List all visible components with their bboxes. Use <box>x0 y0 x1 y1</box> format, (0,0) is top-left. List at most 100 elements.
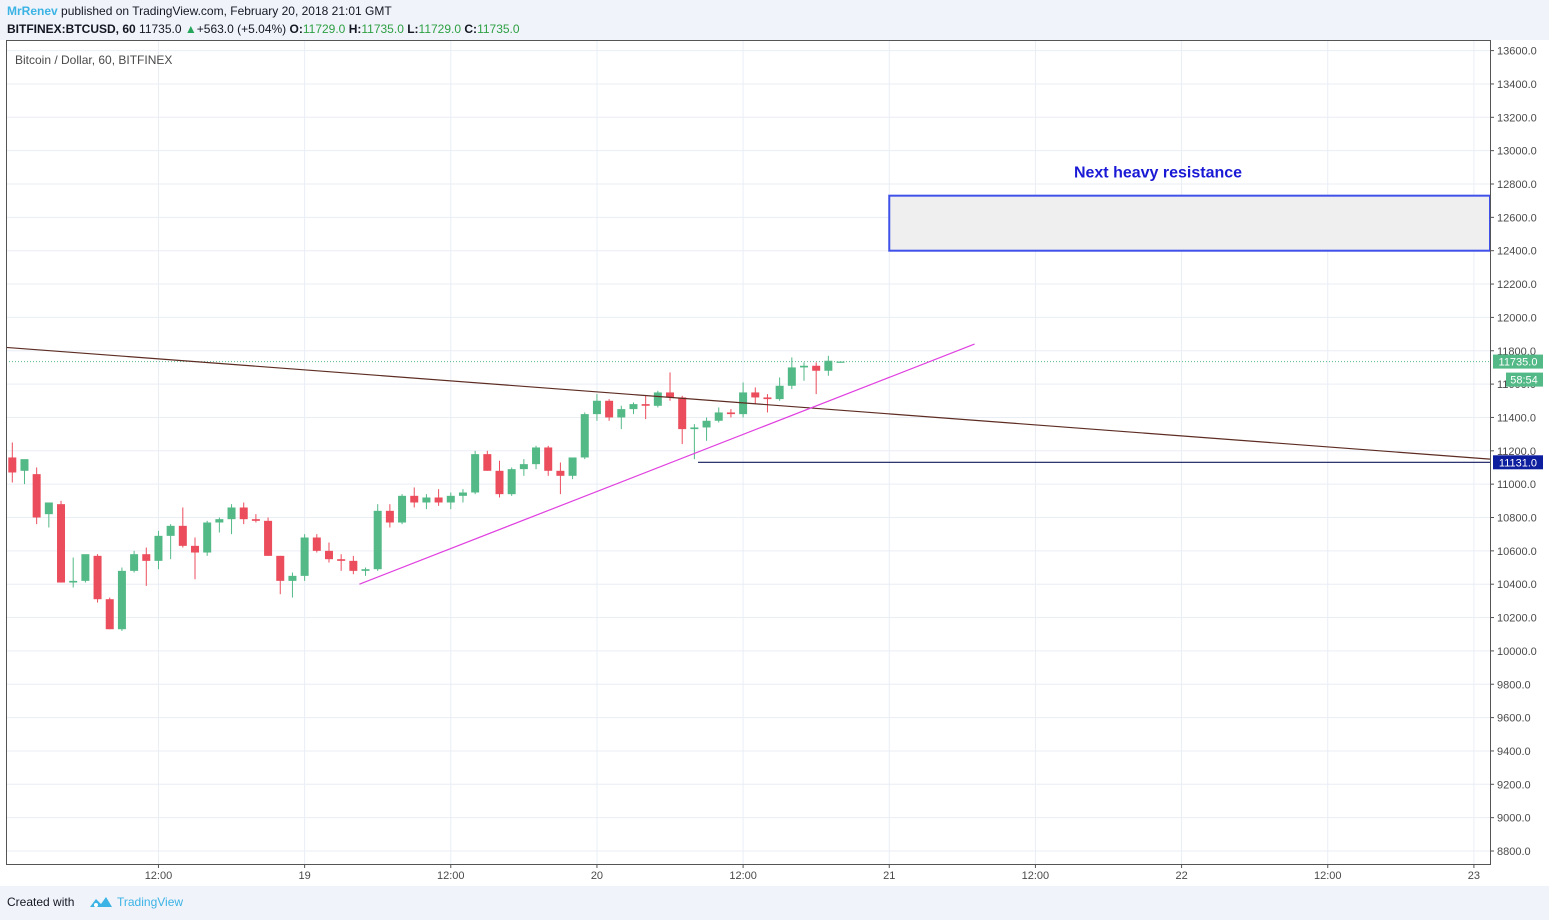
candle <box>434 489 443 506</box>
candle <box>154 530 163 570</box>
x-tick-label: 12:00 <box>145 870 173 882</box>
candle <box>702 417 711 441</box>
candle <box>373 504 382 571</box>
open-label: O: <box>289 22 303 36</box>
candle-body <box>105 599 114 630</box>
plot-area <box>6 40 1490 864</box>
close-value: 11735.0 <box>477 22 520 36</box>
candle <box>32 467 41 525</box>
candle-body <box>544 447 553 471</box>
candle-body <box>751 392 760 398</box>
candle <box>446 492 455 510</box>
candle <box>69 557 78 588</box>
candle <box>239 502 248 525</box>
author-link[interactable]: MrRenev <box>7 4 58 18</box>
candle <box>836 361 845 363</box>
candle-body <box>605 400 614 418</box>
candle-body <box>385 510 394 523</box>
descending-trendline <box>6 346 1491 460</box>
candle <box>592 394 601 421</box>
candle-body <box>154 535 163 561</box>
y-tick-label: 12200.0 <box>1497 279 1537 291</box>
candle <box>57 500 66 583</box>
candle-body <box>775 385 784 400</box>
candle <box>787 357 796 390</box>
candle <box>288 572 297 598</box>
y-tick-label: 9000.0 <box>1497 813 1531 825</box>
candle-body <box>398 495 407 523</box>
plot-frame <box>6 40 1491 865</box>
candle <box>556 462 565 495</box>
candle <box>763 394 772 413</box>
y-tick-label: 10600.0 <box>1497 546 1537 558</box>
annotations-front: Next heavy resistance <box>6 165 1491 585</box>
candle-body <box>641 404 650 406</box>
candle <box>653 390 662 408</box>
candle-body <box>519 464 528 470</box>
candle <box>312 534 321 553</box>
y-tick-label: 9200.0 <box>1497 779 1531 791</box>
candle-body <box>166 525 175 536</box>
candle-body <box>568 457 577 476</box>
candle-body <box>471 454 480 493</box>
candle-body <box>300 537 309 576</box>
candle-body <box>580 414 589 458</box>
tradingview-logo-icon <box>90 897 112 907</box>
candle <box>471 450 480 495</box>
candle-body <box>130 554 139 571</box>
y-tick-label: 11200.0 <box>1497 446 1536 458</box>
x-tick-label: 21 <box>883 870 895 882</box>
low-value: 11729.0 <box>418 22 462 36</box>
price-tags: 11735.0 58:54 11131.0 <box>1493 354 1543 470</box>
candle-body <box>410 495 419 503</box>
candle-body <box>191 545 199 553</box>
publish-line: MrRenev published on TradingView.com, Fe… <box>7 4 392 18</box>
candle <box>81 554 90 583</box>
candle-body <box>787 367 796 386</box>
candle <box>751 387 760 405</box>
level-tag-text: 11131.0 <box>1499 457 1537 469</box>
high-value: 11735.0 <box>361 22 404 36</box>
candle-body <box>507 469 516 495</box>
tradingview-brand[interactable]: TradingView <box>117 895 184 909</box>
y-tick-label: 11400.0 <box>1497 412 1536 424</box>
y-tick-label: 11000.0 <box>1497 479 1536 491</box>
candle-body <box>227 507 236 520</box>
candle <box>519 459 528 476</box>
candle-body <box>20 459 29 471</box>
candle-body <box>57 504 66 583</box>
price-chart[interactable]: Next heavy resistance 8800.0 9000.0 9200.0… <box>0 0 1549 886</box>
y-tick-label: 10200.0 <box>1497 613 1537 625</box>
candle <box>544 445 553 476</box>
annotations-back <box>6 194 1491 363</box>
candle <box>166 524 175 560</box>
candle <box>324 542 333 563</box>
candle <box>678 395 687 445</box>
candle-body <box>653 392 662 406</box>
y-tick-label: 9400.0 <box>1497 746 1531 758</box>
candle-body <box>8 457 17 473</box>
countdown-tag-bg <box>1506 372 1543 387</box>
candle-body <box>422 497 431 503</box>
candle <box>130 550 139 573</box>
open-value: 11729.0 <box>302 22 346 36</box>
candle <box>580 412 589 460</box>
candle-body <box>812 365 821 371</box>
candle <box>641 395 650 420</box>
candle <box>398 494 407 525</box>
countdown-tag-text: 58:54 <box>1510 375 1538 387</box>
candle-body <box>678 397 687 430</box>
candle-body <box>312 537 321 551</box>
published-text: published on TradingView.com, February 2… <box>61 4 392 18</box>
level-tag-bg <box>1493 455 1543 470</box>
candle <box>726 409 735 418</box>
resistance-label: Next heavy resistance <box>1074 165 1242 182</box>
candle <box>251 514 260 523</box>
y-tick-label: 9600.0 <box>1497 713 1531 725</box>
candle <box>507 467 516 496</box>
candle <box>8 442 17 483</box>
candle-body <box>556 470 565 476</box>
candle-body <box>264 520 273 556</box>
candle <box>483 450 492 471</box>
candle <box>337 554 346 571</box>
